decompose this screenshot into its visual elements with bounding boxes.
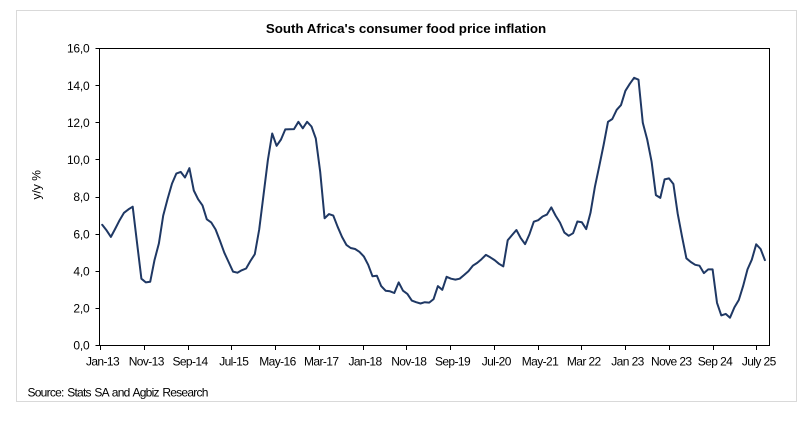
svg-text:May-16: May-16	[259, 355, 296, 369]
svg-text:Jan 23: Jan 23	[611, 355, 644, 369]
svg-text:Jan-13: Jan-13	[86, 355, 120, 369]
svg-text:4,0: 4,0	[73, 264, 90, 278]
svg-text:2,0: 2,0	[73, 302, 90, 316]
svg-text:May-21: May-21	[522, 355, 559, 369]
svg-text:16,0: 16,0	[67, 42, 90, 56]
svg-text:12,0: 12,0	[67, 116, 90, 130]
svg-text:Sep-14: Sep-14	[172, 355, 208, 369]
svg-text:Jul-15: Jul-15	[219, 355, 249, 369]
svg-text:Source: Stats SA and Agbiz Res: Source: Stats SA and Agbiz Research	[28, 385, 208, 399]
svg-text:6,0: 6,0	[73, 227, 90, 241]
svg-text:y/y %: y/y %	[30, 170, 44, 200]
svg-text:South Africa's consumer food p: South Africa's consumer food price infla…	[266, 21, 546, 36]
svg-text:10,0: 10,0	[67, 153, 90, 167]
svg-text:Mar-17: Mar-17	[304, 355, 339, 369]
svg-text:Nov-13: Nov-13	[129, 355, 165, 369]
svg-text:8,0: 8,0	[73, 190, 90, 204]
svg-text:Nov-18: Nov-18	[391, 355, 427, 369]
svg-text:14,0: 14,0	[67, 79, 90, 93]
svg-text:0,0: 0,0	[73, 339, 90, 353]
svg-text:Jan-18: Jan-18	[348, 355, 382, 369]
svg-text:July 25: July 25	[742, 355, 777, 369]
svg-text:Mar 22: Mar 22	[567, 355, 602, 369]
svg-text:Nove 23: Nove 23	[651, 355, 692, 369]
svg-text:Sep 24: Sep 24	[698, 355, 733, 369]
svg-text:Sep-19: Sep-19	[435, 355, 471, 369]
svg-text:Jul-20: Jul-20	[482, 355, 512, 369]
